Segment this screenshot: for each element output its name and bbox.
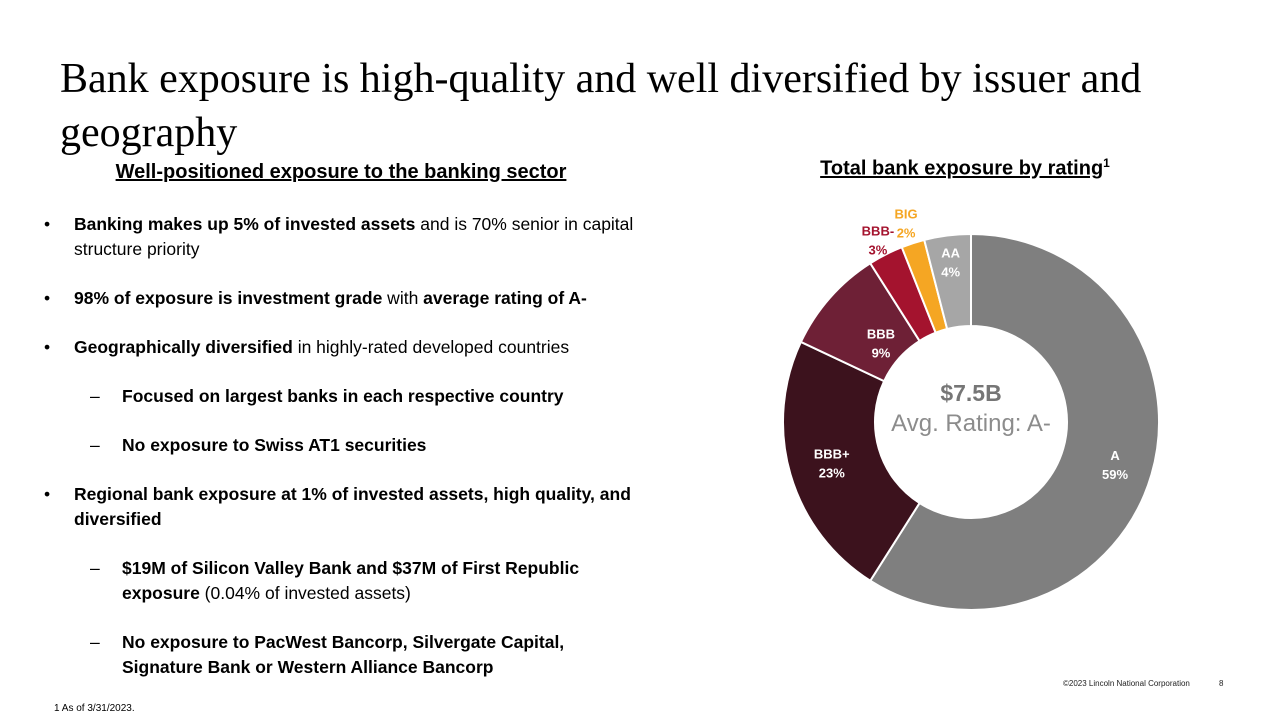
total-exposure-amount: $7.5B — [940, 380, 1002, 406]
bullet-item: • 98% of exposure is investment grade wi… — [44, 286, 634, 311]
footnote-ref: 1 — [1103, 156, 1110, 170]
bullet-list: • Banking makes up 5% of invested assets… — [44, 212, 634, 680]
slice-value-label: 59% — [1102, 467, 1128, 482]
left-section-heading: Well-positioned exposure to the banking … — [115, 161, 567, 183]
bullet-item: • Regional bank exposure at 1% of invest… — [44, 482, 634, 532]
sub-bullet-item: – No exposure to PacWest Bancorp, Silver… — [44, 630, 634, 680]
bullet-bold-text-2: average rating of A- — [423, 288, 587, 308]
bullet-marker: • — [44, 337, 51, 357]
bullet-text: (0.04% of invested assets) — [199, 583, 411, 603]
sub-bullet-marker: – — [90, 558, 100, 578]
sub-bullet-marker: – — [90, 435, 100, 455]
average-rating: Avg. Rating: A- — [891, 410, 1051, 437]
slice-label: BBB+ — [814, 446, 850, 461]
bullet-marker: • — [44, 484, 51, 504]
bullet-marker: • — [44, 288, 51, 308]
bullet-item: • Banking makes up 5% of invested assets… — [44, 212, 634, 262]
bullet-bold-text: Banking makes up 5% of invested assets — [74, 214, 416, 234]
bullet-bold-text: Focused on largest banks in each respect… — [122, 386, 564, 406]
sub-bullet-item: – No exposure to Swiss AT1 securities — [44, 433, 634, 458]
slice-label: A — [1110, 448, 1120, 463]
slice-value-label: 2% — [897, 225, 916, 240]
slice-value-label: 4% — [941, 264, 960, 279]
sub-bullet-item: – Focused on largest banks in each respe… — [44, 384, 634, 409]
bullet-bold-text: No exposure to Swiss AT1 securities — [122, 435, 427, 455]
bullet-bold-text: No exposure to PacWest Bancorp, Silverga… — [122, 632, 565, 677]
chart-title: Total bank exposure by rating — [820, 157, 1104, 180]
bullet-text: in highly-rated developed countries — [292, 337, 570, 357]
slice-value-label: 23% — [819, 465, 845, 480]
bullet-text: and is 70% senior in capital structure p… — [74, 214, 634, 259]
sub-bullet-item: – $19M of Silicon Valley Bank and $37M o… — [44, 556, 634, 606]
bullet-marker: • — [44, 214, 51, 234]
slice-label: BBB- — [862, 223, 895, 238]
bullet-bold-text: 98% of exposure is investment grade — [74, 288, 383, 308]
bullet-bold-text: Geographically diversified — [74, 337, 293, 357]
bullet-item: • Geographically diversified in highly-r… — [44, 335, 634, 360]
bullet-bold-text: Regional bank exposure at 1% of invested… — [74, 484, 631, 529]
donut-slice-a — [868, 232, 1160, 611]
bullet-bold-text: $19M of Silicon Valley Bank and $37M of … — [122, 558, 580, 603]
slice-label: BIG — [895, 206, 918, 221]
sub-bullet-marker: – — [90, 632, 100, 652]
donut-slice-aa — [923, 232, 972, 331]
bullet-text: with — [382, 288, 424, 308]
slice-value-label: 3% — [869, 242, 888, 257]
slice-label: BBB — [867, 327, 895, 342]
sub-bullet-marker: – — [90, 386, 100, 406]
slice-label: AA — [941, 245, 960, 260]
chart-heading: Total bank exposure by rating1 — [780, 156, 1150, 181]
slide-title: Bank exposure is high-quality and well d… — [60, 56, 1142, 156]
footnote: 1 As of 3/31/2023. — [54, 703, 135, 714]
copyright-notice: ©2023 Lincoln National Corporation — [1063, 679, 1190, 688]
donut-slice-bbb-plus — [782, 340, 921, 583]
page-number: 8 — [1219, 679, 1224, 688]
slice-value-label: 9% — [872, 346, 891, 361]
